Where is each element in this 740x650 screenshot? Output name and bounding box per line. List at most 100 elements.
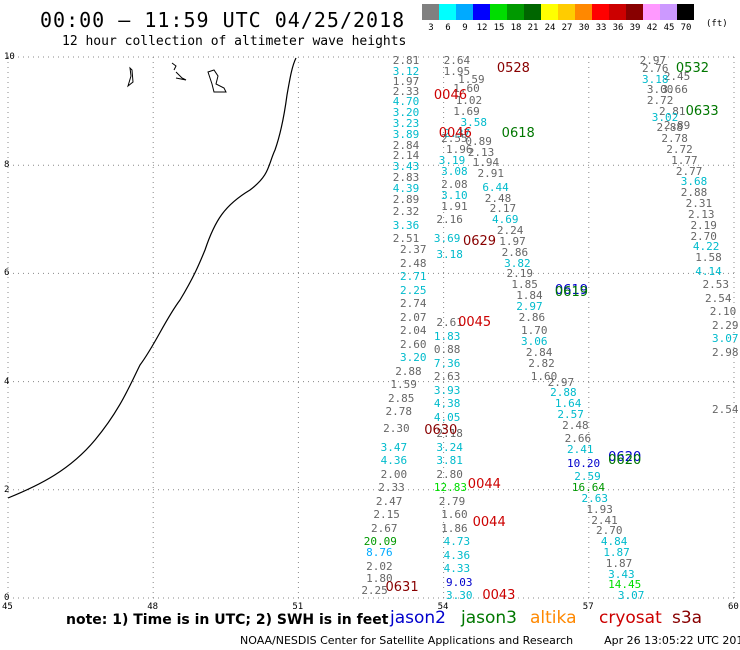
wave-height-value: 2.89	[392, 192, 420, 206]
wave-height-value: 3.07	[712, 332, 739, 346]
wave-height-value: 1.97	[392, 75, 420, 89]
wave-height-value: 2.82	[528, 356, 555, 370]
wave-height-value: 2.48	[400, 256, 427, 270]
wave-height-value: 2.97	[639, 53, 667, 67]
wave-height-value: 1.59	[458, 72, 485, 86]
color-swatch	[422, 4, 439, 20]
color-scale-label: 3	[428, 23, 434, 33]
wave-height-value: 14.45	[608, 578, 642, 592]
wave-height-value: 2.80	[436, 467, 463, 481]
y-tick-label: 0	[4, 593, 10, 603]
pass-time-label: 0630	[424, 423, 458, 439]
wave-height-value: 3.68	[680, 175, 708, 189]
wave-height-value: 3.18	[642, 72, 669, 86]
color-swatch	[558, 4, 575, 20]
pass-time-label: 0528	[496, 60, 530, 76]
wave-height-value: 1.70	[521, 324, 548, 338]
pass-time-label: 0620	[608, 453, 642, 469]
wave-height-value: 2.54	[704, 291, 732, 305]
color-swatch	[473, 4, 490, 20]
color-swatch	[677, 4, 694, 20]
color-swatch	[490, 4, 507, 20]
wave-height-value: 1.83	[433, 329, 461, 343]
color-scale-label: 15	[493, 23, 505, 33]
y-tick-label: 4	[4, 376, 10, 387]
pass-time-label: 0629	[462, 233, 497, 249]
wave-height-value: 1.95	[443, 64, 471, 78]
wave-height-value: 2.60	[400, 337, 427, 351]
wave-height-value: 2.88	[550, 386, 577, 400]
wave-height-value: 4.33	[443, 562, 471, 576]
wave-height-value: 3.93	[433, 383, 461, 397]
color-scale-label: 12	[476, 23, 488, 33]
wave-height-value: 2.97	[547, 375, 575, 389]
wave-height-value: 3.07	[617, 589, 645, 603]
credit-text: NOAA/NESDIS Center for Satellite Applica…	[240, 634, 574, 647]
wave-height-value: 4.39	[392, 181, 420, 195]
wave-height-value: 1.86	[441, 521, 468, 535]
color-swatch	[541, 4, 558, 20]
wave-height-value: 6.44	[482, 180, 509, 194]
wave-height-value: 2.04	[400, 324, 427, 338]
color-scale-label: 30	[578, 23, 590, 33]
x-tick-label: 60	[728, 602, 739, 612]
satellite-name: jason3	[461, 608, 517, 628]
wave-height-value: 1.60	[453, 82, 480, 96]
wave-height-value: 2.70	[596, 524, 623, 538]
wave-height-value: 2.98	[712, 345, 739, 359]
satellite-name: jason2	[390, 608, 446, 628]
color-swatch	[660, 4, 677, 20]
color-scale-label: 6	[445, 23, 451, 33]
wave-height-value: 2.15	[373, 508, 400, 522]
pass-time-label: 0631	[385, 580, 419, 596]
wave-height-value: 2.08	[441, 178, 468, 192]
pass-time-label: 0046	[433, 87, 467, 103]
color-scale-label: 39	[629, 23, 641, 33]
pass-time-label: 0620	[608, 450, 642, 466]
wave-height-value: 2.41	[591, 513, 618, 527]
satellite-name: cryosat	[599, 608, 662, 628]
wave-height-value: 3.02	[651, 110, 679, 124]
wave-height-value: 2.57	[557, 408, 584, 422]
wave-height-value: 16.64	[571, 481, 605, 495]
wave-height-value: 2.63	[581, 491, 609, 505]
wave-height-value: 2.72	[666, 142, 693, 156]
color-scale-label: 45	[663, 23, 675, 33]
wave-height-value: 7.36	[433, 356, 461, 370]
color-scale-label: 27	[561, 23, 573, 33]
wave-height-value: 2.61	[436, 316, 463, 330]
wave-height-value: 4.70	[392, 95, 420, 109]
x-tick-label: 54	[437, 602, 449, 612]
y-tick-label: 10	[4, 52, 15, 62]
wave-height-value: 10.20	[567, 456, 601, 470]
wave-height-value: 2.07	[400, 310, 427, 324]
wave-height-value: 2.84	[525, 345, 553, 359]
wave-height-value: 2.25	[361, 583, 388, 597]
pass-time-label: 0044	[472, 515, 506, 531]
wave-height-value: 2.89	[663, 118, 691, 132]
wave-height-value: 1.60	[441, 508, 468, 522]
wave-height-value: 2.71	[400, 270, 427, 284]
wave-height-value: 4.05	[433, 410, 461, 424]
coastline	[7, 57, 297, 499]
wave-height-value: 3.06	[521, 335, 548, 349]
wave-height-value: 3.23	[392, 117, 420, 130]
wave-height-value: 2.32	[392, 205, 420, 219]
wave-height-value: 3.89	[392, 127, 420, 141]
wave-height-value: 1.87	[603, 546, 630, 559]
wave-height-value: 2.24	[496, 224, 524, 238]
color-scale-label: 24	[544, 23, 556, 33]
wave-height-value: 2.48	[484, 191, 512, 205]
wave-height-value: 3.08	[441, 164, 468, 178]
wave-height-value: 2.70	[690, 229, 717, 243]
wave-height-value: 1.87	[605, 556, 633, 570]
wave-height-value: 3.18	[436, 248, 463, 262]
wave-height-value: 2.19	[690, 218, 717, 232]
wave-height-value: 4.36	[443, 548, 471, 562]
wave-height-value: 2.86	[518, 310, 546, 324]
wave-height-value: 4.73	[443, 535, 471, 549]
color-scale-unit: (ft)	[706, 19, 728, 29]
wave-height-value: 3.43	[608, 567, 635, 581]
wave-height-value: 2.55	[441, 132, 468, 146]
